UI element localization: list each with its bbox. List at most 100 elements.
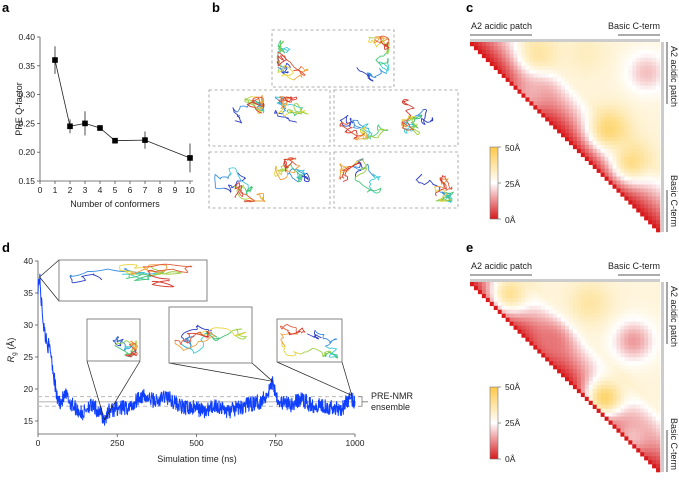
heatmap-cell — [612, 341, 617, 346]
heatmap-cell — [644, 408, 649, 413]
heatmap-cell — [557, 109, 562, 114]
heatmap-cell — [561, 57, 566, 63]
heatmap-cell — [588, 81, 594, 86]
heatmap-cell — [624, 180, 629, 185]
heatmap-cell — [588, 113, 594, 118]
heatmap-cell — [565, 53, 570, 59]
heatmap-cell — [640, 133, 645, 138]
heatmap-cell — [644, 65, 649, 71]
heatmap-cell — [485, 49, 491, 55]
heatmap-cell — [537, 337, 542, 342]
heatmap-cell — [493, 42, 499, 47]
heatmap-cell — [608, 144, 613, 150]
heatmap-cell — [632, 420, 637, 425]
heatmap-cell — [557, 89, 562, 94]
heatmap-cell — [565, 81, 570, 86]
heatmap-cell — [628, 424, 633, 429]
heatmap-cell — [628, 289, 633, 295]
heatmap-cell — [545, 69, 550, 74]
heatmap-cell — [596, 384, 601, 390]
heatmap-cell — [656, 228, 661, 233]
heatmap-cell — [592, 65, 597, 71]
heatmap-cell — [644, 42, 649, 47]
heatmap-cell — [541, 282, 546, 287]
heatmap-cell — [616, 388, 621, 394]
heatmap-cell — [632, 172, 637, 177]
heatmap-cell — [644, 109, 649, 114]
chain-segment — [338, 163, 349, 180]
heatmap-cell — [656, 93, 661, 98]
heatmap-cell — [640, 396, 645, 402]
heatmap-cell — [509, 81, 514, 86]
heatmap-cell — [592, 85, 597, 90]
chain-segment — [421, 108, 434, 125]
panel-c-right-label-acidic: A2 acidic patch — [669, 46, 679, 107]
heatmap-cell — [624, 400, 629, 406]
heatmap-cell — [568, 297, 574, 303]
heatmap-cell — [640, 69, 645, 74]
heatmap-cell — [596, 365, 601, 370]
heatmap-cell — [549, 53, 554, 59]
heatmap-cell — [584, 144, 590, 150]
heatmap-cell — [537, 53, 542, 59]
heatmap-cell — [644, 192, 649, 197]
heatmap-cell — [632, 137, 637, 142]
heatmap-cell — [545, 317, 550, 322]
heatmap-cell — [628, 57, 633, 63]
heatmap-cell — [656, 436, 661, 441]
heatmap-cell — [636, 404, 641, 409]
heatmap-cell — [604, 105, 609, 110]
heatmap-cell — [604, 392, 609, 398]
heatmap-cell — [620, 408, 625, 413]
heatmap-cell — [628, 184, 633, 189]
heatmap-cell — [616, 341, 621, 346]
heatmap-cell — [553, 53, 558, 59]
heatmap-cell — [628, 53, 633, 59]
heatmap-cell — [652, 200, 657, 205]
heatmap-cell — [604, 377, 609, 382]
heatmap-cell — [628, 113, 633, 118]
heatmap-cell — [533, 341, 538, 346]
heatmap-cell — [652, 396, 657, 402]
heatmap-cell — [592, 388, 597, 394]
heatmap-cell — [628, 333, 633, 338]
heatmap-cell — [620, 337, 625, 342]
heatmap-cell — [596, 89, 601, 94]
heatmap-cell — [628, 396, 633, 402]
heatmap-cell — [588, 317, 594, 322]
chain-segment — [322, 351, 339, 359]
chain-segment — [350, 163, 376, 178]
heatmap-cell — [656, 144, 661, 150]
chain-segment — [274, 110, 297, 123]
heatmap-cell — [561, 117, 566, 122]
heatmap-cell — [644, 140, 649, 146]
heatmap-cell — [648, 285, 653, 291]
heatmap-cell — [640, 400, 645, 406]
heatmap-cell — [652, 156, 657, 162]
heatmap-cell — [656, 305, 661, 311]
heatmap-cell — [636, 57, 641, 63]
heatmap-cell — [648, 460, 653, 465]
heatmap-cell — [600, 317, 605, 322]
heatmap-cell — [604, 282, 609, 287]
heatmap-cell — [656, 117, 661, 122]
heatmap-cell — [620, 172, 625, 177]
panel-d-band-label-line1: PRE-NMR — [371, 391, 413, 401]
chain-segment — [434, 186, 448, 202]
heatmap-cell — [620, 432, 625, 437]
heatmap-cell — [628, 117, 633, 122]
heatmap-cell — [576, 89, 582, 94]
heatmap-cell — [612, 353, 617, 358]
heatmap-cell — [525, 337, 530, 342]
heatmap-cell — [525, 301, 530, 307]
heatmap-cell — [616, 97, 621, 102]
heatmap-cell — [549, 77, 554, 82]
heatmap-cell — [636, 144, 641, 150]
heatmap-cell — [632, 341, 637, 346]
heatmap-cell — [628, 81, 633, 86]
heatmap-cell — [628, 133, 633, 138]
heatmap-cell — [636, 329, 641, 334]
heatmap-cell — [553, 349, 558, 354]
heatmap-cell — [592, 57, 597, 63]
heatmap-cell — [640, 424, 645, 429]
